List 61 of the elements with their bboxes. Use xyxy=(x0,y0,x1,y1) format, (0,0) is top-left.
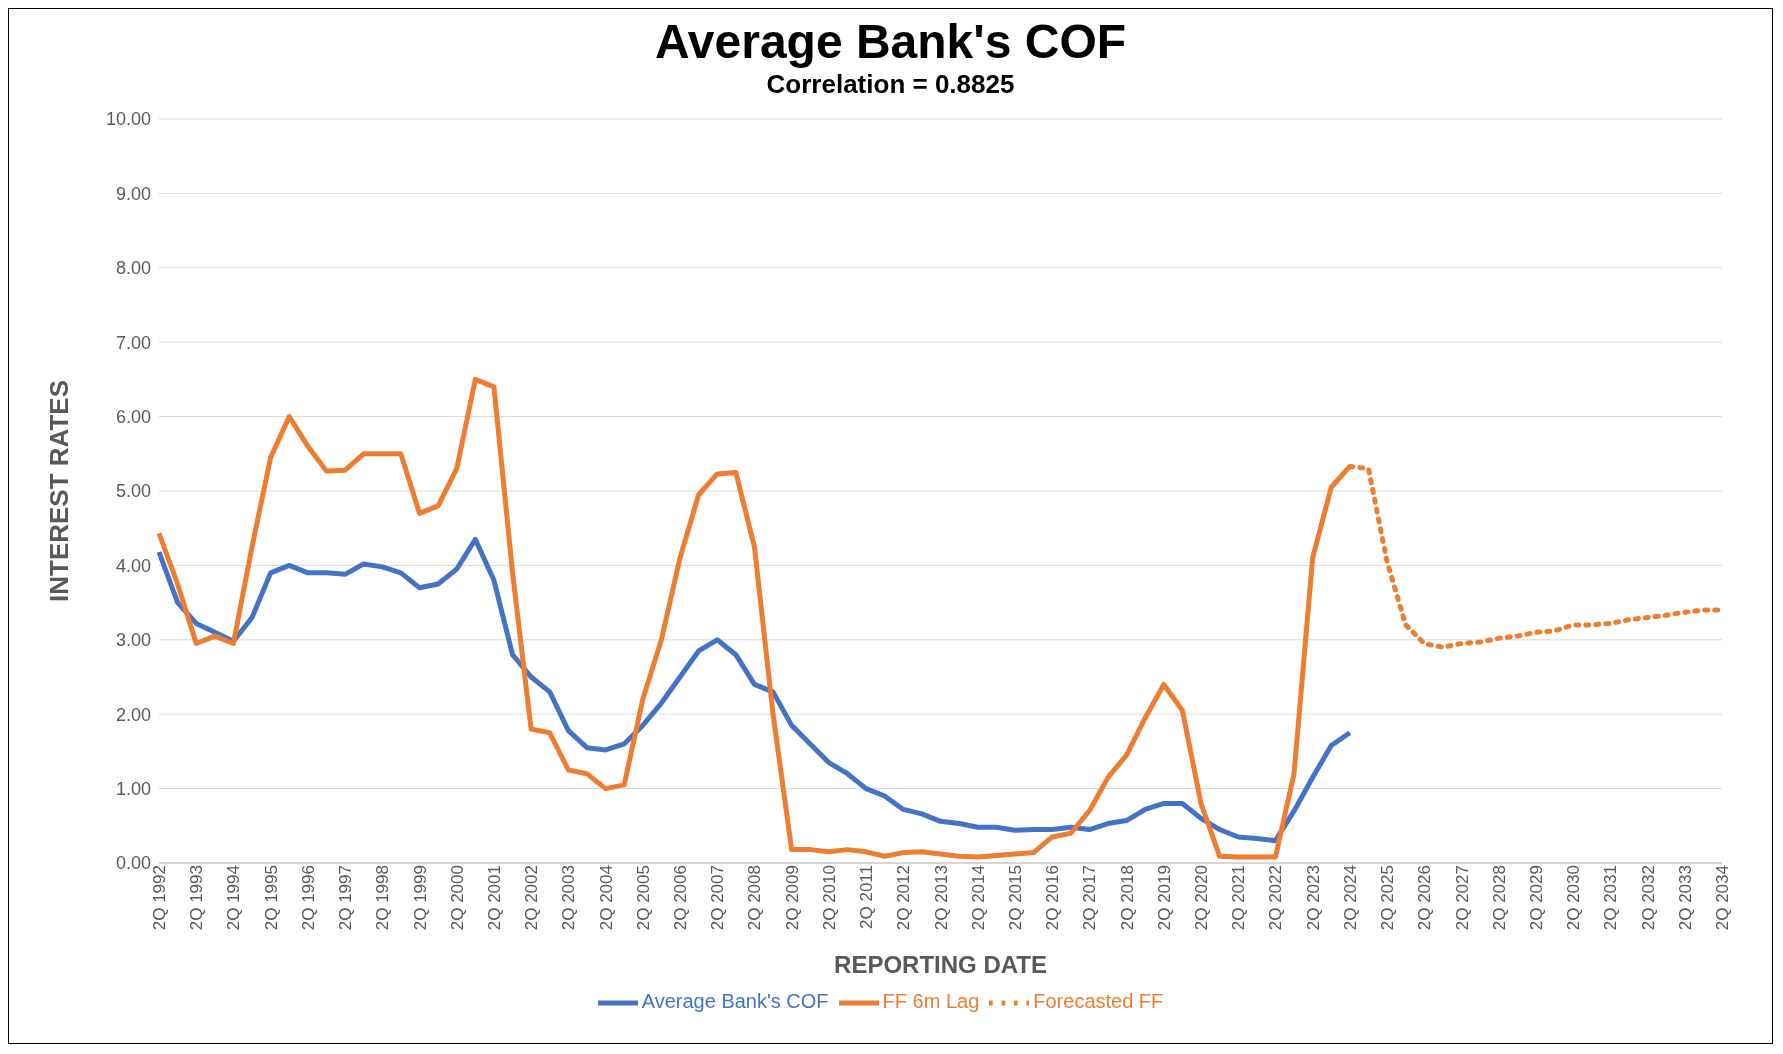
y-tick-label: 8.00 xyxy=(115,258,151,279)
x-tick-label: 2Q 2008 xyxy=(745,865,765,931)
x-tick-label: 2Q 2027 xyxy=(1452,865,1472,931)
x-tick-label: 2Q 2020 xyxy=(1192,865,1212,931)
x-tick-label: 2Q 2010 xyxy=(819,865,839,931)
x-tick-label: 2Q 2002 xyxy=(522,865,542,931)
y-tick-label: 2.00 xyxy=(115,704,151,725)
y-tick-label: 6.00 xyxy=(115,406,151,427)
x-tick-label: 2Q 2018 xyxy=(1117,865,1137,931)
chart-subtitle: Correlation = 0.8825 xyxy=(765,69,1016,99)
x-tick-label: 2Q 2033 xyxy=(1675,865,1695,931)
x-tick-label: 2Q 2014 xyxy=(968,865,988,931)
x-tick-label: 2Q 2006 xyxy=(671,865,691,931)
x-tick-label: 2Q 2000 xyxy=(447,865,467,931)
x-tick-label: 2Q 2034 xyxy=(1713,865,1733,931)
x-tick-label: 2Q 1998 xyxy=(373,865,393,931)
y-tick-label: 5.00 xyxy=(115,481,151,502)
x-tick-label: 2Q 2030 xyxy=(1564,865,1584,931)
x-tick-label: 2Q 1999 xyxy=(410,865,430,931)
legend-label: Average Bank's COF xyxy=(641,990,829,1013)
x-tick-label: 2Q 1996 xyxy=(298,865,318,931)
x-tick-label: 2Q 1995 xyxy=(261,865,281,931)
x-tick-label: 2Q 2016 xyxy=(1043,865,1063,931)
x-tick-label: 2Q 2001 xyxy=(485,865,504,931)
x-tick-label: 2Q 2013 xyxy=(931,865,951,931)
x-tick-label: 2Q 2023 xyxy=(1303,865,1323,931)
x-tick-label: 2Q 2009 xyxy=(782,865,802,931)
legend-label: FF 6m Lag xyxy=(882,990,980,1013)
x-axis-title: REPORTING DATE xyxy=(834,951,1047,978)
y-tick-label: 0.00 xyxy=(115,853,151,874)
y-tick-label: 10.00 xyxy=(105,109,151,130)
y-tick-label: 1.00 xyxy=(115,778,151,799)
x-tick-label: 2Q 2028 xyxy=(1489,865,1509,931)
x-tick-label: 2Q 2012 xyxy=(894,865,914,931)
x-tick-label: 2Q 2032 xyxy=(1638,865,1658,931)
x-tick-label: 2Q 2024 xyxy=(1340,865,1360,931)
x-tick-label: 2Q 2011 xyxy=(857,865,877,929)
x-tick-label: 2Q 2005 xyxy=(633,865,653,931)
x-tick-label: 2Q 2003 xyxy=(559,865,579,931)
y-tick-label: 3.00 xyxy=(115,630,151,651)
x-tick-label: 2Q 2025 xyxy=(1378,865,1398,931)
x-tick-label: 2Q 2004 xyxy=(596,865,616,931)
x-tick-label: 2Q 2026 xyxy=(1415,865,1435,931)
x-tick-label: 2Q 2021 xyxy=(1229,865,1249,931)
x-tick-label: 2Q 1992 xyxy=(150,865,170,931)
y-tick-label: 9.00 xyxy=(115,183,151,204)
y-tick-label: 7.00 xyxy=(115,332,151,353)
x-tick-label: 2Q 2007 xyxy=(708,865,728,931)
x-tick-label: 2Q 2022 xyxy=(1266,865,1286,931)
x-tick-label: 2Q 2031 xyxy=(1601,865,1621,931)
x-tick-label: 2Q 2015 xyxy=(1006,865,1025,931)
x-tick-label: 2Q 1994 xyxy=(224,865,244,931)
chart-title: Average Bank's COF xyxy=(653,15,1128,69)
x-tick-label: 2Q 1993 xyxy=(187,865,207,931)
x-tick-label: 2Q 2029 xyxy=(1527,865,1546,931)
y-tick-label: 4.00 xyxy=(115,555,151,576)
x-tick-label: 2Q 1997 xyxy=(336,865,356,931)
y-axis-title: INTEREST RATES xyxy=(44,380,75,602)
legend-label: Forecasted FF xyxy=(1033,990,1164,1013)
x-tick-label: 2Q 2019 xyxy=(1154,865,1174,931)
x-tick-label: 2Q 2017 xyxy=(1080,865,1100,931)
